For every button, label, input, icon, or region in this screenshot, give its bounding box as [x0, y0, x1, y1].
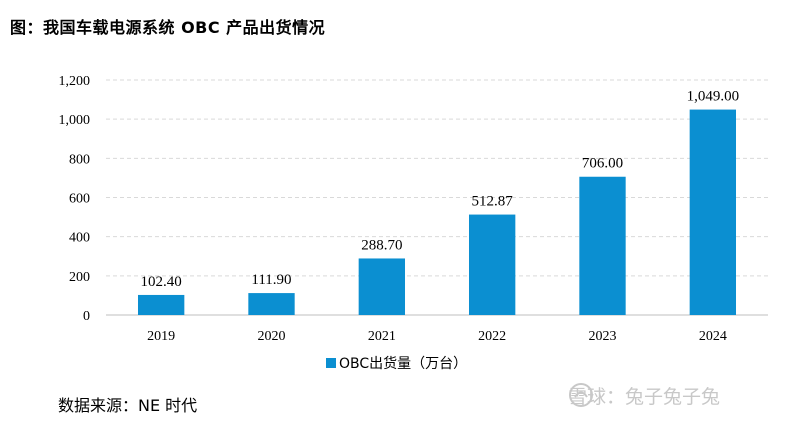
data-label: 512.87: [472, 194, 514, 210]
y-tick-label: 800: [69, 152, 90, 167]
bar-2019: [137, 294, 185, 315]
data-label: 102.40: [141, 274, 182, 290]
legend-label: OBC出货量（万台）: [339, 355, 467, 372]
legend-swatch: [326, 358, 336, 368]
data-label: 288.70: [361, 237, 402, 253]
x-tick-label: 2024: [699, 329, 727, 344]
bar-2023: [579, 176, 626, 315]
x-tick-label: 2021: [368, 329, 396, 344]
x-tick-label: 2020: [258, 329, 286, 344]
data-label: 1,049.00: [687, 89, 740, 105]
x-tick-label: 2023: [589, 329, 617, 344]
x-tick-label: 2019: [147, 329, 175, 344]
bar-2020: [248, 293, 295, 315]
data-label: 706.00: [582, 156, 623, 172]
source-note: 数据来源：NE 时代: [58, 396, 198, 415]
data-label: 111.90: [251, 272, 291, 288]
bar-2022: [468, 214, 516, 315]
y-tick-label: 1,200: [59, 74, 91, 89]
y-tick-label: 1,000: [59, 113, 91, 128]
y-tick-label: 0: [83, 309, 90, 324]
y-tick-label: 400: [69, 231, 90, 246]
watermark: 雪球：兔子兔子兔: [568, 382, 720, 409]
watermark-text: 雪球：兔子兔子兔: [568, 386, 721, 408]
bar-2021: [358, 258, 406, 315]
bar-2024: [689, 109, 737, 315]
y-tick-label: 200: [69, 270, 90, 285]
y-tick-label: 600: [69, 192, 90, 207]
snowball-logo-icon: [569, 383, 593, 407]
chart-title: 图：我国车载电源系统 OBC 产品出货情况: [10, 18, 326, 37]
x-tick-label: 2022: [478, 329, 506, 344]
legend: OBC出货量（万台）: [326, 355, 467, 372]
